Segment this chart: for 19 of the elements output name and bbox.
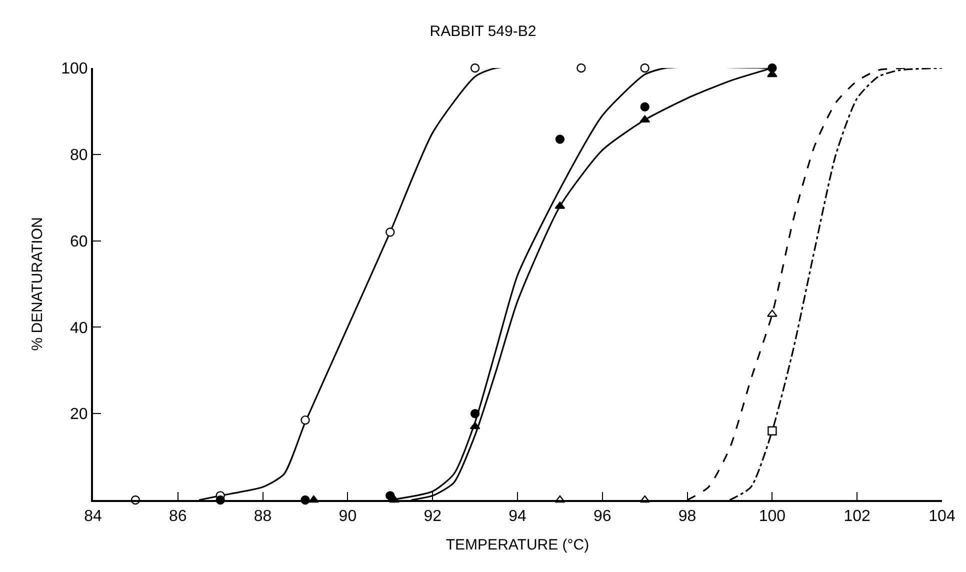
- x-axis-title: TEMPERATURE (°C): [446, 536, 590, 554]
- y-tick-label: 80: [70, 147, 88, 164]
- x-tick-label: 88: [254, 508, 272, 526]
- x-tick-label: 98: [678, 508, 696, 526]
- x-tick-label: 104: [928, 508, 956, 526]
- x-tick-label: 102: [844, 508, 871, 526]
- x-tick-label: 92: [424, 508, 442, 526]
- y-tick-label: 40: [70, 320, 88, 337]
- chart-title: RABBIT 549-B2: [430, 23, 536, 40]
- x-tick-label: 96: [594, 508, 612, 526]
- x-tick-label: 90: [338, 508, 357, 526]
- x-tick-label: 94: [508, 508, 526, 526]
- x-tick-label: 84: [84, 508, 102, 526]
- y-axis-title: % DENATURATION: [28, 217, 46, 351]
- y-tick-label: 100: [61, 60, 88, 78]
- y-tick-label: 20: [70, 406, 88, 424]
- y-tick-label: 60: [70, 233, 88, 250]
- x-tick-label: 100: [758, 508, 786, 526]
- x-tick-label: 86: [169, 508, 187, 526]
